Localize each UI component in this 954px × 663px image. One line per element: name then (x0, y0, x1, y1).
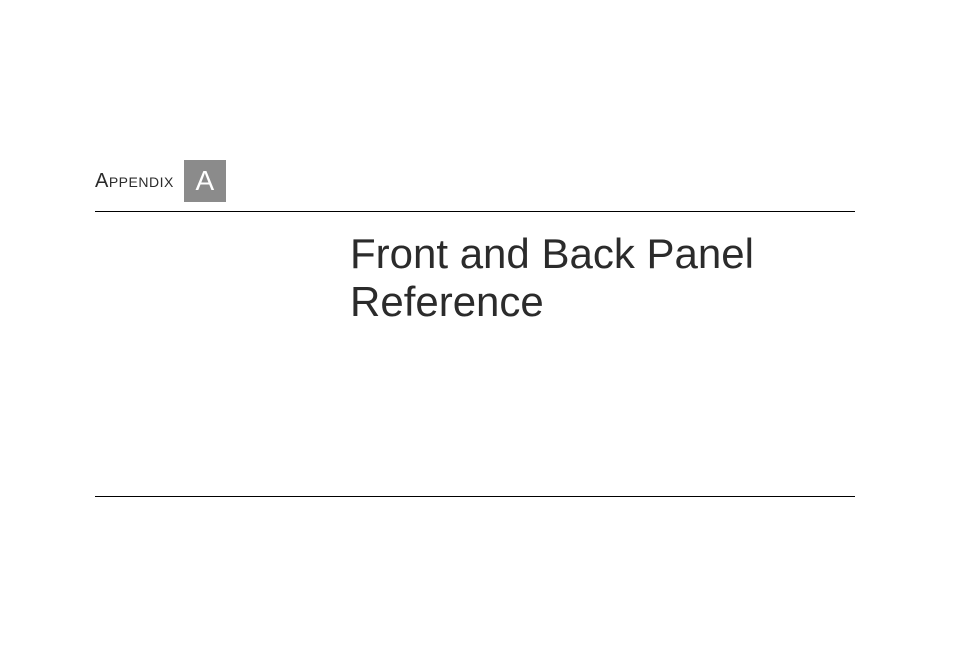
appendix-label: APPENDIX (95, 170, 174, 193)
page: APPENDIX A Front and Back Panel Referenc… (0, 0, 954, 663)
appendix-header: APPENDIX A (95, 160, 226, 202)
divider-top (95, 211, 855, 212)
divider-bottom (95, 496, 855, 497)
appendix-badge: A (184, 160, 226, 202)
page-title: Front and Back Panel Reference (350, 230, 855, 327)
